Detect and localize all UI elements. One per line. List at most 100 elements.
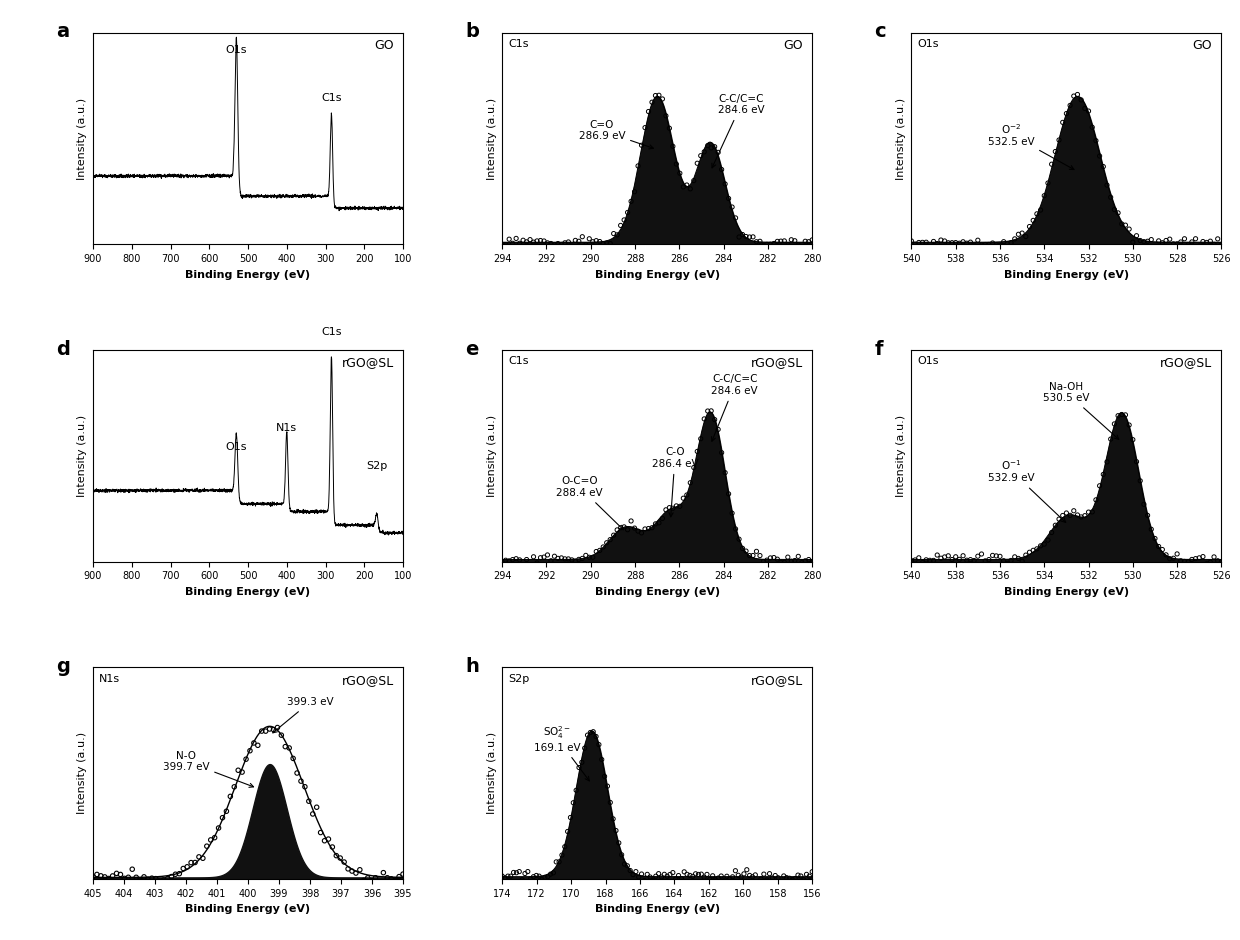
Point — [799, 552, 818, 567]
Point — [1200, 234, 1220, 249]
Point — [498, 869, 518, 884]
Point — [303, 807, 322, 822]
Point — [702, 140, 722, 155]
Point — [1131, 233, 1151, 248]
Point — [942, 552, 962, 567]
Point — [1008, 551, 1028, 566]
Point — [668, 868, 688, 883]
Point — [993, 553, 1013, 568]
Point — [698, 138, 718, 153]
Text: e: e — [465, 339, 479, 358]
Point — [600, 532, 620, 547]
Point — [750, 234, 770, 249]
Point — [656, 108, 676, 123]
Text: rGO@SL: rGO@SL — [1159, 356, 1213, 369]
Point — [746, 544, 766, 559]
Point — [611, 520, 631, 535]
Point — [583, 550, 603, 565]
Point — [1141, 232, 1161, 247]
Point — [723, 870, 743, 885]
Point — [1097, 178, 1117, 193]
Point — [729, 532, 749, 547]
Point — [986, 237, 1006, 252]
Point — [764, 550, 784, 565]
Point — [1042, 157, 1061, 172]
Point — [1097, 454, 1117, 469]
Point — [743, 229, 763, 244]
Point — [244, 735, 264, 750]
Point — [565, 233, 585, 248]
Point — [924, 553, 944, 568]
Point — [1019, 219, 1039, 234]
Point — [94, 870, 114, 885]
Point — [666, 498, 686, 513]
Point — [157, 871, 177, 886]
Point — [556, 235, 575, 250]
Point — [205, 830, 224, 845]
Point — [593, 540, 613, 555]
Point — [377, 870, 397, 885]
Text: O$^{-2}$
532.5 eV: O$^{-2}$ 532.5 eV — [988, 122, 1074, 169]
Point — [909, 235, 929, 250]
Point — [920, 553, 940, 568]
Y-axis label: Intensity (a.u.): Intensity (a.u.) — [895, 415, 906, 497]
Point — [649, 866, 668, 881]
Point — [683, 869, 703, 884]
Point — [362, 873, 382, 888]
Point — [272, 728, 291, 743]
Point — [1034, 537, 1054, 552]
Point — [520, 232, 539, 247]
Point — [1079, 103, 1099, 118]
Point — [702, 403, 722, 418]
Point — [573, 551, 593, 566]
Point — [954, 548, 973, 563]
Point — [315, 833, 335, 848]
Point — [626, 864, 646, 879]
Point — [639, 104, 658, 119]
Point — [776, 870, 796, 885]
Point — [554, 839, 574, 854]
Point — [646, 869, 666, 884]
Point — [681, 181, 701, 196]
Point — [1156, 547, 1176, 562]
Point — [589, 737, 609, 752]
Point — [311, 825, 331, 840]
Point — [1049, 133, 1069, 148]
Point — [677, 867, 697, 882]
Point — [562, 553, 582, 568]
Point — [527, 556, 547, 571]
Point — [558, 234, 578, 249]
Point — [1137, 508, 1157, 523]
Point — [382, 871, 402, 886]
Point — [590, 543, 610, 558]
Point — [596, 236, 616, 251]
Point — [288, 765, 308, 780]
Point — [748, 874, 768, 889]
Point — [743, 548, 763, 563]
Point — [631, 137, 651, 152]
Point — [208, 821, 228, 836]
Point — [1012, 226, 1032, 241]
Point — [1060, 508, 1080, 523]
Point — [134, 870, 154, 885]
Point — [236, 752, 255, 767]
Point — [1131, 474, 1151, 489]
Point — [587, 233, 606, 248]
Point — [683, 460, 703, 475]
Point — [87, 867, 107, 882]
Point — [792, 241, 812, 256]
Point — [1094, 467, 1114, 482]
Point — [935, 233, 955, 248]
Point — [1171, 554, 1190, 569]
Text: GO: GO — [1193, 39, 1213, 53]
Point — [725, 522, 745, 537]
Point — [534, 870, 554, 885]
Point — [1174, 554, 1194, 569]
Point — [745, 868, 765, 883]
Point — [637, 867, 657, 882]
Point — [905, 237, 925, 252]
Point — [83, 870, 103, 885]
Point — [631, 867, 651, 882]
Point — [560, 810, 580, 825]
Y-axis label: Intensity (a.u.): Intensity (a.u.) — [486, 98, 497, 180]
